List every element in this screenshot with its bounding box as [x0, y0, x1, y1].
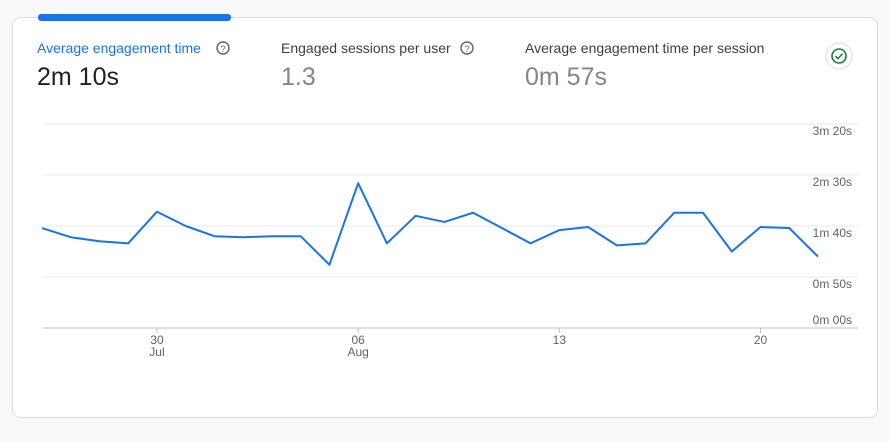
- y-tick-label: 0m 00s: [813, 313, 852, 327]
- active-tab-indicator: [38, 14, 231, 21]
- help-icon[interactable]: [460, 41, 474, 55]
- x-tick-sublabel: Aug: [347, 345, 368, 359]
- metric-tab[interactable]: Engaged sessions per user ? 1.3: [281, 40, 474, 91]
- y-tick-label: 0m 50s: [813, 277, 852, 291]
- metric-label: Engaged sessions per user: [281, 40, 451, 56]
- help-icon-glyph: ?: [464, 44, 469, 54]
- metric-tab[interactable]: Average engagement time ? 2m 10s: [37, 40, 230, 91]
- y-tick-label: 2m 30s: [813, 175, 852, 189]
- metric-label: Average engagement time: [37, 40, 201, 56]
- x-tick-label: 20: [754, 333, 768, 347]
- series-line: [41, 182, 819, 266]
- help-icon[interactable]: [216, 41, 230, 55]
- metric-tab[interactable]: Average engagement time per session 0m 5…: [525, 40, 764, 91]
- metric-value: 1.3: [281, 63, 316, 91]
- status-badge[interactable]: [825, 42, 853, 70]
- help-icon-glyph: ?: [220, 44, 225, 54]
- metric-value: 0m 57s: [525, 63, 607, 91]
- check-circle: [831, 48, 847, 64]
- check-mark: [834, 53, 844, 60]
- x-tick-label: 06: [351, 333, 365, 347]
- metric-value: 2m 10s: [37, 63, 119, 91]
- x-tick-label: 30: [150, 333, 164, 347]
- x-tick-label: 13: [553, 333, 567, 347]
- y-tick-label: 1m 40s: [813, 226, 852, 240]
- y-tick-label: 3m 20s: [813, 124, 852, 138]
- metric-label: Average engagement time per session: [525, 40, 764, 56]
- card-bg: [12, 17, 878, 418]
- x-tick-sublabel: Jul: [149, 345, 164, 359]
